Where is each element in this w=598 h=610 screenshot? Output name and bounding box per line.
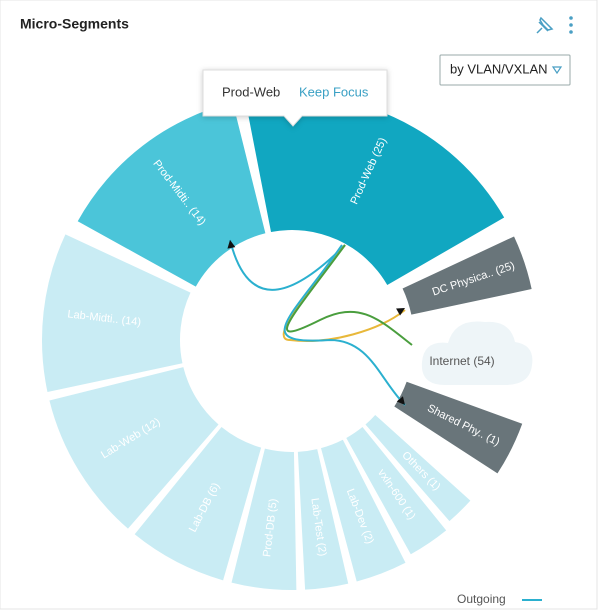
segment[interactable]	[134, 427, 262, 581]
segment[interactable]	[297, 449, 349, 590]
title: Micro-Segments	[20, 16, 129, 32]
segment[interactable]	[320, 439, 406, 582]
segment[interactable]	[365, 414, 471, 522]
segment[interactable]	[245, 95, 505, 286]
flow-line	[286, 244, 413, 346]
segment-chart: Prod-Midti.. (14) Prod-Web (25)DC Physica…	[41, 95, 533, 590]
flow-arrow	[396, 396, 405, 405]
segment[interactable]	[346, 427, 447, 555]
legend-label: Outgoing	[457, 592, 506, 606]
dropdown[interactable]: by VLAN/VXLAN	[439, 54, 571, 86]
internet-label: Internet (54)	[429, 354, 494, 368]
tooltip-name: Prod-Web	[222, 84, 280, 99]
tooltip: Prod-Web Keep Focus	[202, 69, 388, 127]
flow-arrow	[227, 240, 236, 249]
segment[interactable]	[41, 234, 191, 392]
flow-line	[283, 244, 406, 406]
segment[interactable]	[77, 102, 266, 287]
segment[interactable]	[231, 448, 297, 590]
pin-icon[interactable]	[536, 16, 554, 34]
segment[interactable]	[49, 367, 219, 529]
internet-cloud	[421, 321, 533, 385]
flow-line	[229, 239, 346, 291]
keep-focus[interactable]: Keep Focus	[299, 84, 369, 99]
flow-arrow	[396, 308, 405, 316]
menu-icon[interactable]	[569, 16, 573, 34]
dropdown-label: by VLAN/VXLAN	[450, 61, 548, 76]
segment[interactable]	[394, 381, 523, 474]
segment[interactable]	[402, 236, 532, 315]
